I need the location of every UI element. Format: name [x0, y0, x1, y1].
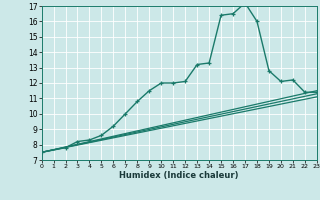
X-axis label: Humidex (Indice chaleur): Humidex (Indice chaleur): [119, 171, 239, 180]
